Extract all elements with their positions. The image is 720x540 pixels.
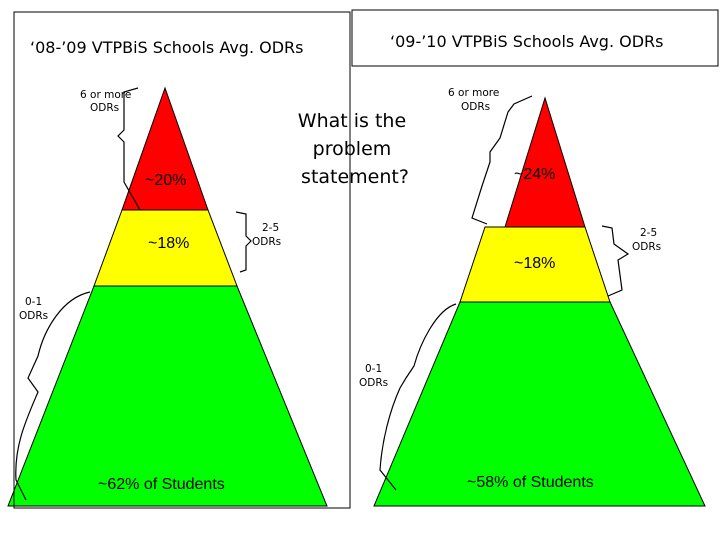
left-mid-tier-label: 2-5 ODRs [252,222,283,248]
left-bottom-pct: ~62% of Students [98,476,225,493]
left-top-pct: ~20% [145,172,186,189]
right-top-pct: ~24% [514,166,555,183]
left-pyramid [7,86,328,507]
left-tier-bottom [7,285,328,507]
right-title: ‘09-’10 VTPBiS Schools Avg. ODRs [390,32,664,51]
left-tier-top [121,86,209,211]
right-top-tier-label: 6 or more ODRs [448,87,503,113]
left-title: ‘08-’09 VTPBiS Schools Avg. ODRs [30,38,304,57]
right-tier-bottom [373,301,706,507]
right-pyramid [373,96,706,507]
right-mid-tier-label: 2-5 ODRs [632,227,661,253]
right-title-box [351,9,719,67]
left-mid-pct: ~18% [148,235,189,252]
right-bottom-pct: ~58% of Students [467,474,594,491]
left-mid-bracket [235,211,252,273]
left-title-box [13,11,351,509]
right-bottom-bracket [379,303,457,491]
left-top-tier-label: 6 or more ODRs [80,89,135,114]
right-bottom-tier-label: 0-1 ODRs [359,363,388,389]
problem-statement-question: What is the problem statement? [298,110,412,188]
right-mid-bracket [601,225,630,297]
right-mid-pct: ~18% [514,255,555,272]
right-tier-top [504,96,586,228]
left-bottom-tier-label: 0-1 ODRs [19,296,48,322]
left-bottom-bracket [15,291,91,501]
right-top-bracket [471,95,533,225]
left-top-bracket [117,87,141,211]
